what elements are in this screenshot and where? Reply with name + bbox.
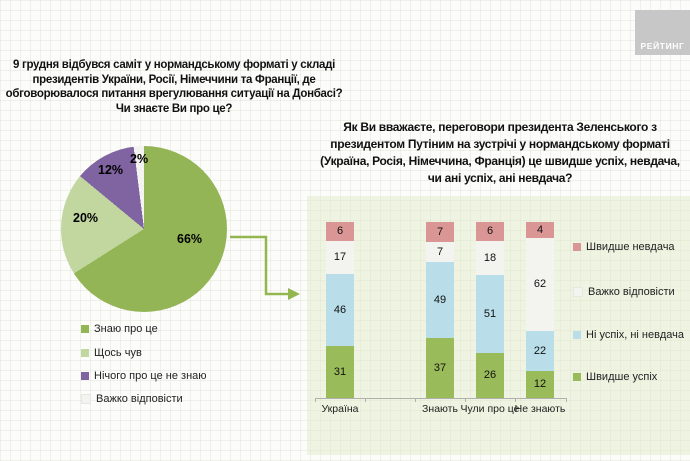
segment-value: 62 <box>533 278 547 291</box>
bar-question-title: Як Ви вважаєте, переговори президента Зе… <box>320 120 680 185</box>
pie-legend-label: Щось чув <box>94 347 142 359</box>
bar-legend-item: Важко відповісти <box>573 286 675 298</box>
pie-chart <box>61 146 227 312</box>
bar-segment-hard: 18 <box>476 240 504 276</box>
segment-value: 51 <box>483 307 497 320</box>
pie-question-title: 9 грудня відбувся саміт у нормандському … <box>5 59 343 115</box>
x-axis-label: Знають <box>422 403 458 415</box>
bar-legend-label: Швидше успіх <box>586 371 658 383</box>
bar-segment-failure: 6 <box>476 222 504 241</box>
bar-segment-success: 31 <box>326 346 354 398</box>
segment-value: 49 <box>433 293 447 306</box>
legend-swatch-lightgreen <box>81 349 89 357</box>
bar-segment-success: 26 <box>476 353 504 399</box>
bar-legend-item: Швидше успіх <box>573 371 657 383</box>
bar-segment-success: 37 <box>426 338 454 398</box>
pie-legend-item: Нічого про це не знаю <box>81 370 207 382</box>
axis-tick <box>566 398 567 402</box>
stacked-bar-ukraine: 6 17 46 31 <box>326 222 354 398</box>
pie-legend-item: Знаю про це <box>81 323 158 335</box>
segment-value: 31 <box>333 365 347 378</box>
pie-slice-label-hard: 2% <box>130 152 149 166</box>
pie-slice-label-dontknow: 12% <box>98 163 124 177</box>
bar-segment-failure: 6 <box>326 222 354 241</box>
pie-slice-label-heard: 20% <box>73 211 99 225</box>
legend-swatch-blue <box>573 331 581 339</box>
segment-value: 7 <box>436 225 444 238</box>
segment-value: 12 <box>533 378 547 391</box>
pie-slice-label-know: 66% <box>177 232 203 246</box>
stacked-bar-heard: 6 18 51 26 <box>476 222 504 399</box>
legend-swatch-green <box>81 325 89 333</box>
segment-value: 26 <box>483 369 497 382</box>
bar-segment-failure: 4 <box>526 222 554 239</box>
logo-text: РЕЙТИНГ <box>640 41 685 51</box>
pie-legend-label: Знаю про це <box>94 323 158 335</box>
bar-segment-success: 12 <box>526 371 554 399</box>
bar-legend-label: Швидше невдача <box>586 241 675 253</box>
legend-swatch-green <box>573 373 581 381</box>
bar-segment-failure: 7 <box>426 222 454 243</box>
legend-swatch-purple <box>81 372 89 380</box>
segment-value: 18 <box>483 251 497 264</box>
bar-segment-neither: 49 <box>426 262 454 339</box>
segment-value: 22 <box>533 344 547 357</box>
bar-legend-label: Важко відповісти <box>588 286 675 298</box>
bar-chart-panel: 6 17 46 31 7 7 49 37 6 18 51 26 4 62 22 … <box>307 196 690 455</box>
segment-value: 46 <box>333 303 347 316</box>
segment-value: 7 <box>436 245 444 258</box>
legend-swatch-white <box>573 287 583 297</box>
bar-segment-hard: 62 <box>526 238 554 332</box>
stacked-bar-know: 7 7 49 37 <box>426 222 454 398</box>
axis-tick <box>315 398 316 402</box>
bar-segment-hard: 7 <box>426 242 454 263</box>
x-axis-label: Україна <box>321 403 359 415</box>
bar-legend-item: Ні успіх, ні невдача <box>573 329 684 341</box>
pie-legend-item: Щось чув <box>81 347 142 359</box>
bar-segment-neither: 46 <box>326 274 354 347</box>
x-axis <box>315 398 567 399</box>
axis-tick <box>465 398 466 402</box>
bar-legend-label: Ні успіх, ні невдача <box>586 329 684 341</box>
bar-segment-neither: 22 <box>526 331 554 372</box>
pie-legend-item: Важко відповісти <box>81 393 183 405</box>
segment-value: 17 <box>333 251 347 264</box>
axis-tick <box>365 398 366 402</box>
bar-segment-hard: 17 <box>326 240 354 275</box>
axis-tick <box>415 398 416 402</box>
x-axis-label: Чули про це <box>460 403 520 415</box>
segment-value: 6 <box>336 224 344 237</box>
bar-segment-neither: 51 <box>476 275 504 354</box>
rating-group-logo: РЕЙТИНГ <box>635 10 690 55</box>
segment-value: 6 <box>486 224 494 237</box>
pie-legend-label: Нічого про це не знаю <box>94 370 207 382</box>
legend-swatch-pink <box>573 243 581 251</box>
bar-legend-item: Швидше невдача <box>573 241 675 253</box>
segment-value: 4 <box>536 223 544 236</box>
x-axis-label: Не знають <box>514 403 566 415</box>
segment-value: 37 <box>433 361 447 374</box>
axis-tick <box>515 398 516 402</box>
legend-swatch-white <box>81 394 91 404</box>
stacked-bar-dontknow: 4 62 22 12 <box>526 222 554 399</box>
pie-legend-label: Важко відповісти <box>96 393 183 405</box>
